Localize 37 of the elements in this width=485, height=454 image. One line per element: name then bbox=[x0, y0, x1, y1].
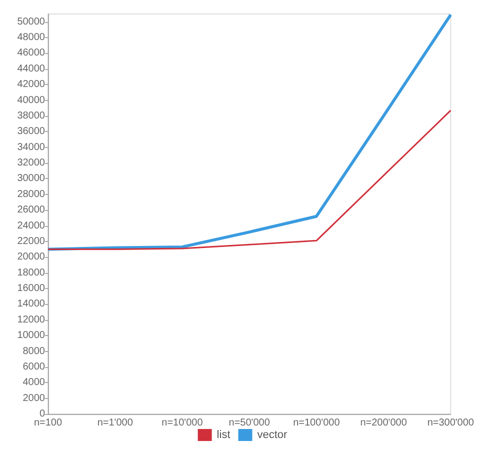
y-tick-label: 12000 bbox=[17, 314, 46, 326]
y-tick-label: 50000 bbox=[17, 16, 46, 28]
y-tick-label: 6000 bbox=[22, 361, 46, 372]
y-tick-label: 16000 bbox=[17, 283, 46, 294]
y-tick-label: 34000 bbox=[17, 142, 46, 153]
y-tick-label: 14000 bbox=[17, 298, 46, 310]
y-tick-label: 46000 bbox=[17, 48, 46, 59]
y-tick-label: 18000 bbox=[17, 267, 46, 278]
y-tick-label: 38000 bbox=[17, 110, 46, 122]
y-tick-label: 32000 bbox=[17, 158, 46, 169]
line-series bbox=[47, 110, 452, 250]
y-tick-label: 4000 bbox=[22, 377, 46, 388]
y-tick-label: 20000 bbox=[17, 252, 46, 263]
y-tick-label: 28000 bbox=[17, 188, 46, 200]
x-tick-label: n=1'000 bbox=[97, 418, 134, 428]
x-tick-label: n=200'000 bbox=[360, 418, 408, 428]
x-tick-label: n=100 bbox=[34, 418, 62, 428]
x-tick-label: n=50'000 bbox=[228, 418, 270, 428]
legend-label: vector bbox=[257, 429, 288, 441]
legend-label: list bbox=[216, 429, 230, 441]
y-tick-label: 8000 bbox=[22, 346, 46, 357]
x-tick-label: n=100'000 bbox=[293, 418, 340, 428]
y-tick-label: 30000 bbox=[17, 173, 46, 184]
y-tick-label: 48000 bbox=[17, 32, 46, 44]
y-tick-label: 42000 bbox=[17, 79, 46, 90]
y-tick-label: 2000 bbox=[22, 392, 46, 404]
line-series bbox=[46, 13, 452, 251]
y-tick-label: 22000 bbox=[17, 236, 46, 247]
x-tick-label: n=10'000 bbox=[162, 418, 204, 428]
y-tick-label: 44000 bbox=[17, 63, 46, 74]
y-tick-label: 0 bbox=[39, 408, 46, 420]
y-tick-label: 40000 bbox=[17, 94, 46, 106]
y-tick-label: 10000 bbox=[17, 330, 46, 342]
y-tick-label: 36000 bbox=[17, 126, 46, 138]
y-tick-label: 24000 bbox=[17, 220, 46, 232]
y-tick-label: 26000 bbox=[17, 204, 46, 216]
x-tick-label: n=300'000 bbox=[427, 418, 474, 428]
